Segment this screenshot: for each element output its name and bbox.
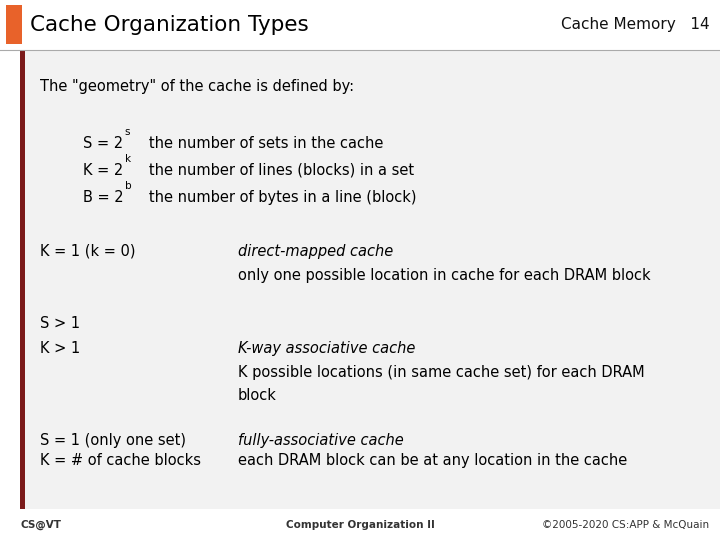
Text: ©2005-2020 CS:APP & McQuain: ©2005-2020 CS:APP & McQuain bbox=[542, 520, 709, 530]
Bar bbox=[0, 0, 720, 50]
Text: b: b bbox=[125, 181, 131, 191]
Bar bbox=[20, 50, 25, 509]
Text: S > 1: S > 1 bbox=[40, 316, 80, 332]
Text: direct-mapped cache: direct-mapped cache bbox=[238, 244, 393, 259]
Text: the number of sets in the cache: the number of sets in the cache bbox=[135, 136, 384, 151]
Text: S = 2: S = 2 bbox=[83, 136, 123, 151]
Bar bbox=[20, 50, 720, 509]
Text: s: s bbox=[125, 127, 130, 137]
Bar bbox=[6, 5, 22, 44]
Text: fully-associative cache: fully-associative cache bbox=[238, 433, 403, 448]
Text: Computer Organization II: Computer Organization II bbox=[286, 520, 434, 530]
Text: the number of bytes in a line (block): the number of bytes in a line (block) bbox=[135, 190, 417, 205]
Text: block: block bbox=[238, 388, 276, 403]
Text: CS@VT: CS@VT bbox=[20, 519, 61, 530]
Text: The "geometry" of the cache is defined by:: The "geometry" of the cache is defined b… bbox=[40, 79, 354, 94]
Text: K possible locations (in same cache set) for each DRAM: K possible locations (in same cache set)… bbox=[238, 365, 644, 380]
Text: B = 2: B = 2 bbox=[83, 190, 123, 205]
Text: K = 2: K = 2 bbox=[83, 163, 123, 178]
Text: K > 1: K > 1 bbox=[40, 341, 80, 356]
Text: the number of lines (blocks) in a set: the number of lines (blocks) in a set bbox=[135, 163, 415, 178]
Text: K = # of cache blocks: K = # of cache blocks bbox=[40, 453, 201, 468]
Text: only one possible location in cache for each DRAM block: only one possible location in cache for … bbox=[238, 268, 650, 283]
Text: Cache Organization Types: Cache Organization Types bbox=[30, 15, 309, 35]
Text: k: k bbox=[125, 154, 131, 164]
Text: Cache Memory   14: Cache Memory 14 bbox=[561, 17, 709, 32]
Text: each DRAM block can be at any location in the cache: each DRAM block can be at any location i… bbox=[238, 453, 627, 468]
Text: K = 1 (k = 0): K = 1 (k = 0) bbox=[40, 244, 135, 259]
Text: S = 1 (only one set): S = 1 (only one set) bbox=[40, 433, 186, 448]
Text: K-way associative cache: K-way associative cache bbox=[238, 341, 415, 356]
